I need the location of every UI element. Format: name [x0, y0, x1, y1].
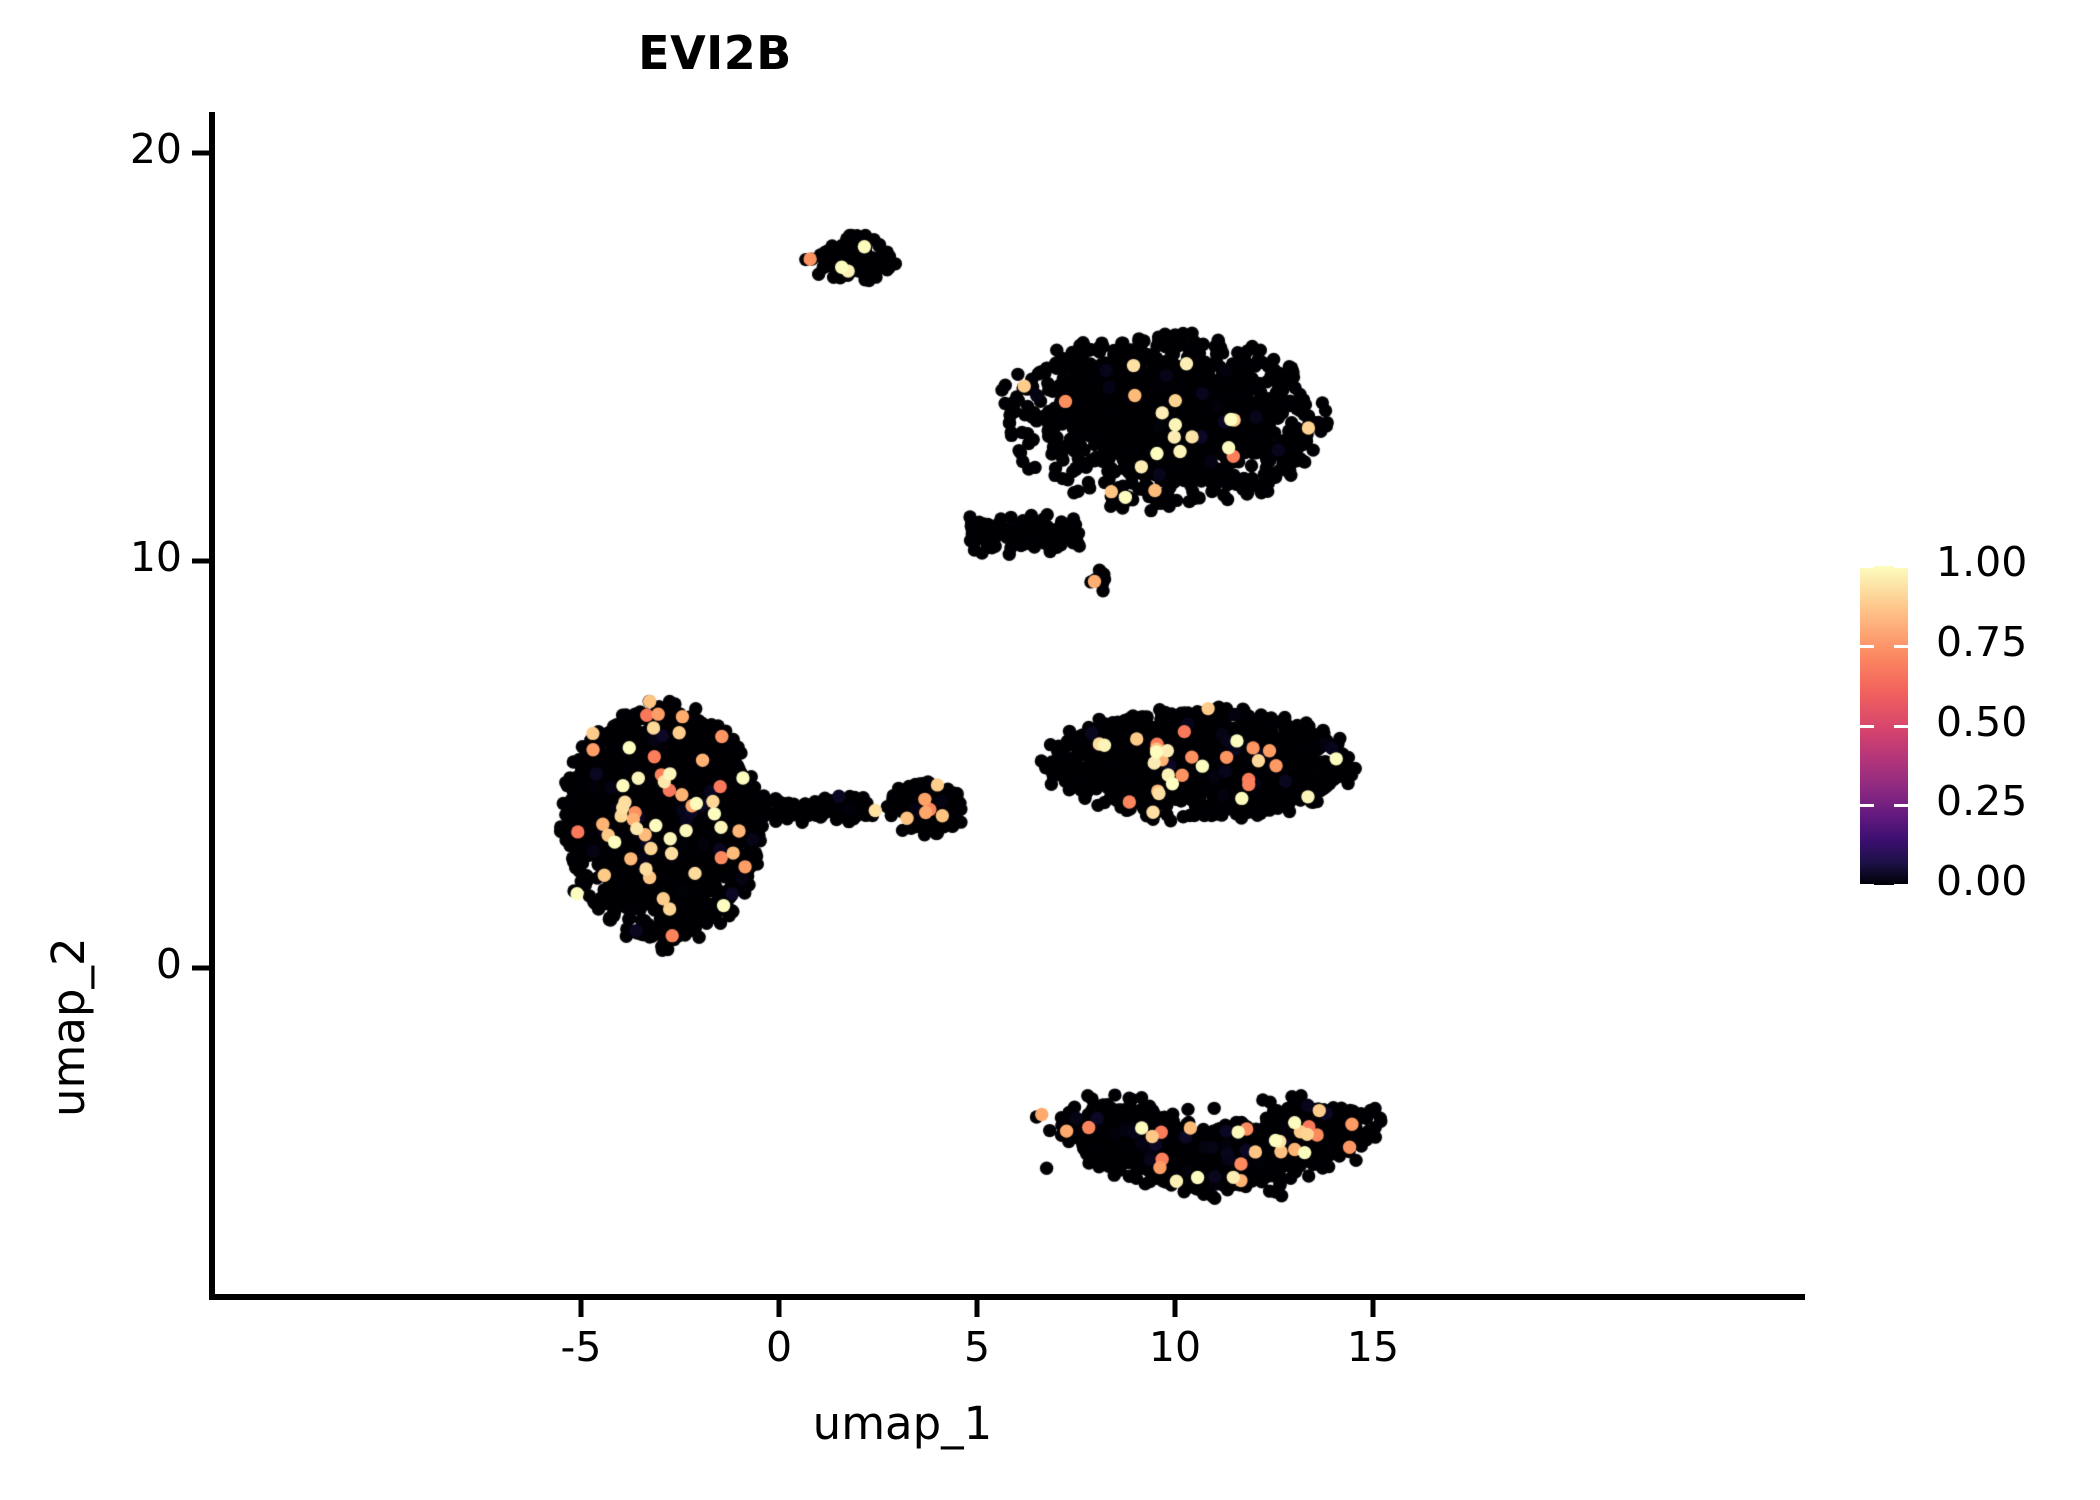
x-axis-label: umap_1 — [812, 1397, 993, 1450]
x-tick-label: -5 — [560, 1323, 602, 1371]
colorbar-tick-label: 0.00 — [1936, 857, 2028, 905]
colorbar-tick — [1860, 644, 1874, 648]
x-tick-label: 0 — [765, 1323, 793, 1371]
y-tick-label: 20 — [129, 125, 182, 173]
y-tick-label: 10 — [129, 533, 182, 581]
x-tick-label: 10 — [1148, 1323, 1202, 1371]
colorbar-tick — [1894, 884, 1908, 887]
colorbar-tick-label: 0.50 — [1936, 697, 2028, 746]
colorbar-tick — [1860, 884, 1874, 887]
colorbar-tick — [1860, 804, 1874, 808]
colorbar-tick — [1894, 644, 1908, 648]
colorbar-tick — [1894, 724, 1908, 728]
colorbar-tick — [1894, 804, 1908, 808]
x-tick-label: 5 — [963, 1323, 991, 1371]
colorbar-tick-label: 1.00 — [1936, 538, 2028, 586]
x-tick-label: 15 — [1346, 1323, 1400, 1371]
colorbar-tick — [1860, 724, 1874, 728]
y-tick-label: 0 — [155, 940, 182, 988]
y-axis-label: umap_2 — [42, 937, 95, 1117]
colorbar-tick — [1894, 565, 1908, 568]
colorbar-tick-label: 0.25 — [1936, 777, 2028, 826]
colorbar-tick-label: 0.75 — [1936, 617, 2028, 666]
colorbar-tick — [1860, 565, 1874, 568]
